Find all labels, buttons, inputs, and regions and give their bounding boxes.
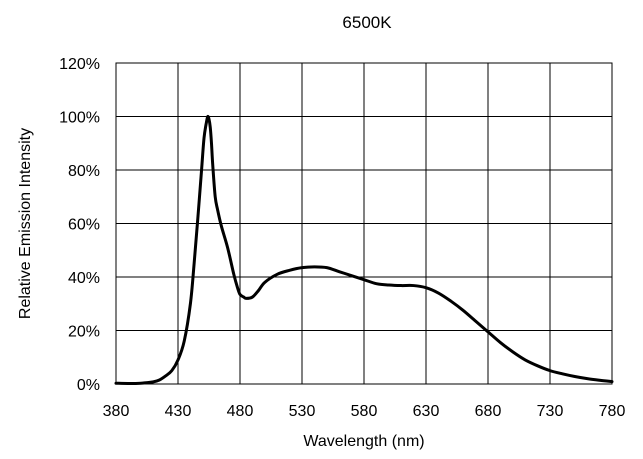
x-tick-label: 430 — [165, 403, 192, 420]
y-axis-label: Relative Emission Intensity — [17, 128, 34, 319]
x-tick-label: 630 — [413, 403, 440, 420]
x-tick-label: 680 — [475, 403, 502, 420]
x-tick-label: 780 — [599, 403, 626, 420]
y-tick-label: 0% — [77, 377, 100, 394]
y-tick-label: 60% — [68, 217, 100, 234]
y-tick-label: 100% — [59, 110, 100, 127]
y-tick-label: 40% — [68, 270, 100, 287]
plot-frame — [115, 62, 613, 385]
x-axis-label: Wavelength (nm) — [303, 433, 424, 450]
x-tick-label: 530 — [289, 403, 316, 420]
x-axis-tick-labels: 380 430 480 530 580 630 680 730 780 — [103, 403, 626, 420]
y-axis-tick-labels: 0% 20% 40% 60% 80% 100% 120% — [59, 56, 100, 394]
chart-title: 6500K — [342, 13, 392, 32]
y-tick-label: 80% — [68, 163, 100, 180]
x-tick-label: 380 — [103, 403, 130, 420]
x-tick-label: 580 — [351, 403, 378, 420]
y-tick-label: 120% — [59, 56, 100, 73]
emission-spectrum-line — [114, 114, 614, 385]
x-tick-label: 730 — [537, 403, 564, 420]
gridlines — [115, 62, 613, 385]
x-tick-label: 480 — [227, 403, 254, 420]
y-tick-label: 20% — [68, 324, 100, 341]
